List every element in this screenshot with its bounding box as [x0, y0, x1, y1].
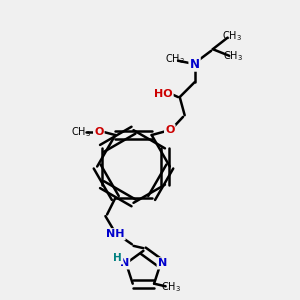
Text: CH$_3$: CH$_3$ [70, 125, 91, 139]
Text: O: O [165, 125, 175, 135]
Text: CH$_3$: CH$_3$ [165, 52, 185, 66]
Text: NH: NH [106, 229, 124, 239]
Text: O: O [94, 127, 104, 137]
Text: HO: HO [154, 89, 172, 99]
Text: N: N [120, 258, 129, 268]
Text: H: H [113, 254, 122, 263]
Text: CH$_3$: CH$_3$ [160, 280, 181, 294]
Text: CH$_3$: CH$_3$ [222, 29, 242, 43]
Text: N: N [190, 58, 200, 70]
Text: CH$_3$: CH$_3$ [223, 49, 243, 63]
Text: N: N [158, 258, 167, 268]
